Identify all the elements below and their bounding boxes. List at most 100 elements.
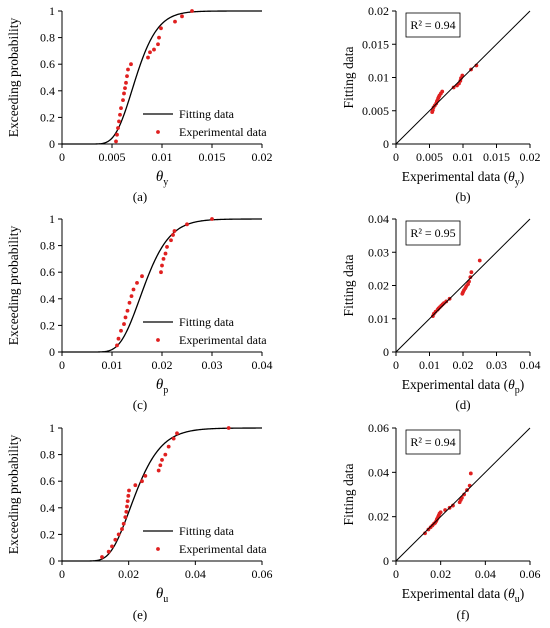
y-tick-label: 0 <box>49 554 55 568</box>
y-tick-label: 0.01 <box>368 71 389 85</box>
data-point <box>156 42 160 47</box>
data-point <box>468 471 473 476</box>
data-point <box>157 35 161 40</box>
data-point <box>110 544 114 549</box>
data-point <box>115 343 119 348</box>
x-axis-label-close: ) <box>520 169 525 184</box>
data-point <box>159 270 163 275</box>
x-axis-label: Experimental data (θu) <box>402 586 525 605</box>
y-tick-label: 0.8 <box>40 31 55 45</box>
y-axis-label: Exceeding probability <box>6 434 21 554</box>
panel-caption: (a) <box>133 189 147 204</box>
x-axis-label-subscript: y <box>515 177 520 188</box>
y-tick-label: 1 <box>49 212 55 226</box>
data-point <box>123 86 127 91</box>
x-axis-label-text: θ <box>156 377 164 393</box>
data-point <box>116 336 121 341</box>
r2-box <box>405 12 461 38</box>
data-point <box>123 515 128 520</box>
panel-caption: (b) <box>455 189 470 204</box>
x-axis-label: θy <box>156 169 168 188</box>
data-point <box>190 9 194 13</box>
panel-b: 0 0.005 0.01 0.015 0.02 0 0.005 0.01 0.015 0.02 Fi… <box>341 4 541 204</box>
panel-c: 0 0.01 0.02 0.03 0.04 0 0.2 0.4 0.6 0.8 1 Exceeding… <box>6 212 273 412</box>
data-point <box>180 14 184 19</box>
data-point <box>125 499 130 504</box>
x-axis-label-subscript: y <box>163 177 168 188</box>
data-point <box>423 531 427 536</box>
x-tick-label: 0.02 <box>252 150 273 164</box>
data-point <box>460 73 465 78</box>
panel-a: 0 0.005 0.01 0.015 0.02 0 0.2 0.4 0.6 0.8 1 Exceedi… <box>6 4 273 204</box>
legend-label-experimental: Experimental data <box>179 542 267 556</box>
data-point <box>226 426 231 430</box>
y-tick-label: 0.4 <box>40 292 55 306</box>
x-axis-label-text: θ <box>156 586 164 602</box>
data-point <box>462 492 467 497</box>
data-point <box>126 67 130 72</box>
x-tick-label: 0.03 <box>486 358 507 372</box>
data-point <box>120 527 124 531</box>
y-tick-label: 0 <box>49 137 55 151</box>
x-axis-label-theta: θ <box>508 586 515 601</box>
x-tick-label: 0 <box>59 150 65 164</box>
x-axis-label: Experimental data (θp) <box>402 377 525 396</box>
x-axis-label-theta: θ <box>508 377 515 392</box>
data-point <box>125 308 130 313</box>
data-point <box>156 468 161 473</box>
r2-label: R² = 0.95 <box>410 226 455 240</box>
fitting-curve <box>62 218 263 353</box>
x-axis-label: θu <box>156 586 168 605</box>
data-point <box>161 257 166 261</box>
x-tick-label: 0.02 <box>152 358 173 372</box>
y-axis-label: Fitting data <box>341 47 356 109</box>
legend-point-swatch <box>156 547 160 551</box>
data-point <box>185 222 189 227</box>
y-tick-label: 0.06 <box>368 421 389 435</box>
panel-caption: (f) <box>457 607 470 622</box>
data-point <box>143 473 148 478</box>
panel-caption: (e) <box>133 607 147 622</box>
x-axis-label-text: Experimental data ( <box>402 586 509 601</box>
data-point <box>159 26 163 31</box>
x-tick-label: 0.04 <box>475 567 496 581</box>
data-point <box>115 132 119 137</box>
x-axis-label-subscript: u <box>515 594 520 605</box>
y-tick-label: 0.015 <box>362 37 389 51</box>
x-tick-label: 0.06 <box>252 567 273 581</box>
identity-line <box>395 218 531 353</box>
legend-point-swatch <box>156 130 160 134</box>
data-point <box>126 493 131 498</box>
y-tick-label: 0.2 <box>40 110 55 124</box>
x-axis-label-subscript: p <box>163 385 168 396</box>
y-tick-label: 0.005 <box>362 104 389 118</box>
data-point <box>127 488 131 493</box>
data-point <box>119 106 123 110</box>
r2-box <box>405 429 461 455</box>
y-tick-label: 0.03 <box>368 245 389 259</box>
y-tick-label: 0.02 <box>368 510 389 524</box>
data-point <box>113 537 118 542</box>
y-tick-label: 0.02 <box>368 4 389 18</box>
data-point <box>124 80 128 85</box>
identity-line <box>395 427 531 562</box>
legend-label-fitting: Fitting data <box>179 524 235 538</box>
data-point <box>175 431 179 436</box>
legend-label-fitting: Fitting data <box>179 315 235 329</box>
panel-d: 0 0.01 0.02 0.03 0.04 0 0.01 0.02 0.03 0.04 Fittin… <box>341 212 541 412</box>
y-axis-label: Fitting data <box>341 464 356 526</box>
data-point <box>114 139 118 144</box>
panel-f: 0 0.02 0.04 0.06 0 0.02 0.04 0.06 Fitting data Ex… <box>341 421 541 622</box>
y-tick-label: 0 <box>49 345 55 359</box>
x-tick-label: 0.01 <box>453 150 474 164</box>
y-tick-label: 0.01 <box>368 312 389 326</box>
x-axis-label-subscript: u <box>163 594 168 605</box>
y-tick-label: 0.04 <box>368 465 389 479</box>
panel-e: 0 0.02 0.04 0.06 0 0.2 0.4 0.6 0.8 1 Exceeding pro… <box>6 421 273 622</box>
y-tick-label: 0.04 <box>368 212 389 226</box>
data-point <box>100 555 104 559</box>
x-tick-label: 0.06 <box>520 567 541 581</box>
y-axis-label: Exceeding probability <box>6 17 21 137</box>
data-point <box>468 275 473 280</box>
y-tick-label: 0.6 <box>40 474 55 488</box>
